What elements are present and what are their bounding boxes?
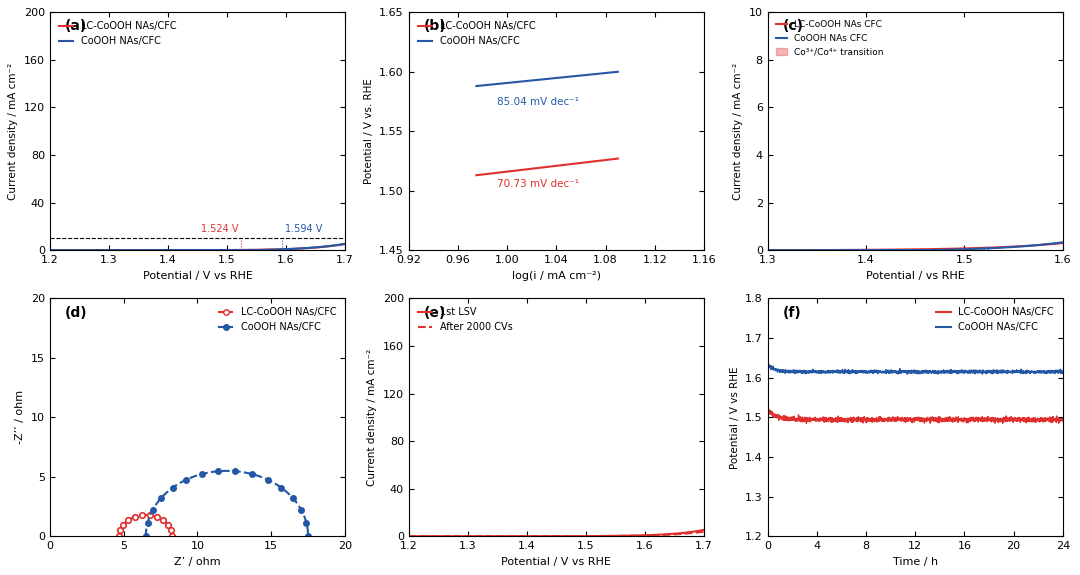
Text: 1.524 V: 1.524 V [201, 224, 239, 234]
Legend: LC-CoOOH NAs/CFC, CoOOH NAs/CFC: LC-CoOOH NAs/CFC, CoOOH NAs/CFC [414, 17, 539, 50]
Text: (e): (e) [423, 305, 446, 320]
X-axis label: log(i / mA cm⁻²): log(i / mA cm⁻²) [512, 271, 600, 281]
Text: (d): (d) [65, 305, 87, 320]
Legend: 1st LSV, After 2000 CVs: 1st LSV, After 2000 CVs [414, 303, 516, 336]
Text: 70.73 mV dec⁻¹: 70.73 mV dec⁻¹ [497, 179, 579, 189]
Y-axis label: Current density / mA cm⁻²: Current density / mA cm⁻² [367, 349, 377, 486]
Legend: LC-CoOOH NAs/CFC, CoOOH NAs/CFC: LC-CoOOH NAs/CFC, CoOOH NAs/CFC [55, 17, 180, 50]
Legend: LC-CoOOH NAs/CFC, CoOOH NAs/CFC: LC-CoOOH NAs/CFC, CoOOH NAs/CFC [932, 303, 1058, 336]
Text: 85.04 mV dec⁻¹: 85.04 mV dec⁻¹ [497, 97, 579, 107]
X-axis label: Time / h: Time / h [893, 557, 937, 567]
Text: (a): (a) [65, 20, 86, 33]
Y-axis label: Potential / V vs. RHE: Potential / V vs. RHE [364, 78, 374, 184]
Text: 1.594 V: 1.594 V [285, 224, 323, 234]
X-axis label: Z’ / ohm: Z’ / ohm [174, 557, 220, 567]
Y-axis label: Potential / V vs RHE: Potential / V vs RHE [729, 366, 740, 469]
X-axis label: Potential / vs RHE: Potential / vs RHE [866, 271, 964, 281]
Legend: LC-CoOOH NAs/CFC, CoOOH NAs/CFC: LC-CoOOH NAs/CFC, CoOOH NAs/CFC [215, 303, 340, 336]
Y-axis label: -Z’’ / ohm: -Z’’ / ohm [15, 390, 25, 444]
X-axis label: Potential / V vs RHE: Potential / V vs RHE [501, 557, 611, 567]
Text: (f): (f) [783, 305, 801, 320]
Y-axis label: Current density / mA cm⁻²: Current density / mA cm⁻² [733, 63, 743, 200]
Text: (c): (c) [783, 20, 804, 33]
Legend: LC-CoOOH NAs CFC, CoOOH NAs CFC, Co³⁺/Co⁴⁺ transition: LC-CoOOH NAs CFC, CoOOH NAs CFC, Co³⁺/Co… [772, 17, 887, 60]
Text: (b): (b) [423, 20, 446, 33]
X-axis label: Potential / V vs RHE: Potential / V vs RHE [143, 271, 253, 281]
Y-axis label: Current density / mA cm⁻²: Current density / mA cm⁻² [9, 63, 18, 200]
